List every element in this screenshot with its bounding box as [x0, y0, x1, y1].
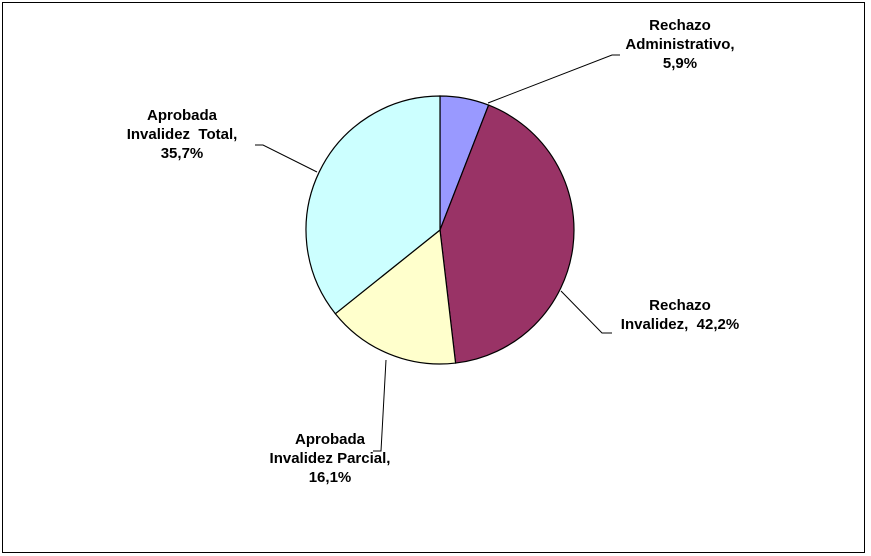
leader-line-rechazo-invalidez	[560, 290, 612, 334]
leader-line-aprobada-invalidez-parcial	[373, 359, 387, 452]
leader-line-aprobada-invalidez-total	[255, 144, 318, 173]
data-label-aprobada-invalidez-parcial: Aprobada Invalidez Parcial, 16,1%	[270, 431, 391, 486]
leader-line-rechazo-administrativo	[487, 54, 620, 104]
data-label-rechazo-invalidez: Rechazo Invalidez, 42,2%	[621, 297, 739, 333]
data-label-aprobada-invalidez-total: Aprobada Invalidez Total, 35,7%	[127, 107, 238, 162]
pie-slice-aprobada-invalidez-parcial	[334, 228, 457, 365]
data-label-rechazo-administrativo: Rechazo Administrativo, 5,9%	[625, 17, 734, 72]
pie-slice-rechazo-invalidez	[439, 104, 575, 364]
pie-slice-aprobada-invalidez-total	[305, 95, 441, 315]
